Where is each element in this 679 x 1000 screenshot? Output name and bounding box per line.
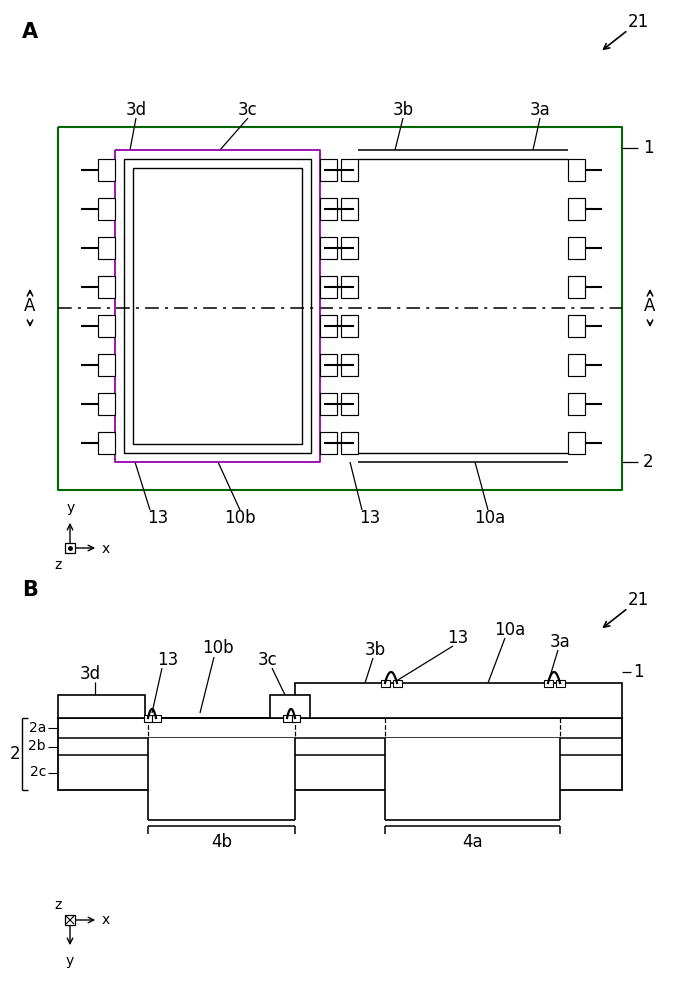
Bar — [320, 198, 337, 220]
Text: 10b: 10b — [224, 509, 256, 527]
Bar — [341, 393, 358, 415]
Bar — [65, 915, 75, 925]
Bar — [385, 738, 560, 820]
Bar — [568, 276, 585, 298]
Text: 13: 13 — [147, 509, 168, 527]
Text: 10a: 10a — [494, 621, 526, 639]
Text: A: A — [24, 297, 36, 315]
Bar — [341, 276, 358, 298]
Bar — [282, 714, 291, 722]
Text: 2: 2 — [10, 745, 20, 763]
Text: 21: 21 — [628, 591, 649, 609]
Text: x: x — [102, 542, 110, 556]
Text: 10b: 10b — [202, 639, 234, 657]
Bar — [341, 159, 358, 181]
Text: 21: 21 — [628, 13, 649, 31]
Text: 13: 13 — [359, 509, 381, 527]
Text: 2c: 2c — [30, 766, 46, 780]
Text: x: x — [102, 913, 110, 927]
Text: y: y — [67, 501, 75, 515]
Text: 13: 13 — [447, 629, 469, 647]
Text: 2b: 2b — [29, 740, 46, 754]
Bar — [568, 354, 585, 376]
Bar — [143, 714, 153, 722]
Bar — [568, 393, 585, 415]
Bar — [555, 680, 564, 686]
Bar — [295, 683, 622, 718]
Text: 2a: 2a — [29, 721, 46, 735]
Bar — [320, 315, 337, 337]
Text: 3c: 3c — [258, 651, 278, 669]
Text: 4b: 4b — [211, 833, 232, 851]
Text: 3d: 3d — [126, 101, 147, 119]
Bar — [98, 393, 115, 415]
Text: 3b: 3b — [365, 641, 386, 659]
Bar — [341, 315, 358, 337]
Bar — [291, 714, 299, 722]
Text: 3d: 3d — [79, 665, 100, 683]
Text: 4a: 4a — [462, 833, 483, 851]
Bar — [98, 354, 115, 376]
Bar — [341, 432, 358, 454]
Bar — [568, 198, 585, 220]
Bar — [320, 276, 337, 298]
Text: 3b: 3b — [392, 101, 414, 119]
Bar — [98, 315, 115, 337]
Text: 1: 1 — [633, 663, 643, 681]
Text: 13: 13 — [158, 651, 179, 669]
Text: z: z — [54, 898, 62, 912]
Text: A: A — [22, 22, 38, 42]
Text: B: B — [22, 580, 38, 600]
Text: y: y — [66, 954, 74, 968]
Bar — [320, 393, 337, 415]
Text: 2: 2 — [643, 453, 653, 471]
Bar — [320, 159, 337, 181]
Text: 10a: 10a — [475, 509, 506, 527]
Bar — [568, 159, 585, 181]
Bar — [392, 680, 401, 686]
Bar — [98, 432, 115, 454]
Bar — [98, 198, 115, 220]
Bar — [270, 695, 310, 718]
Bar — [58, 718, 622, 790]
Bar — [341, 198, 358, 220]
Bar — [151, 714, 160, 722]
Text: 3a: 3a — [530, 101, 551, 119]
Text: 3c: 3c — [238, 101, 258, 119]
Text: 1: 1 — [643, 139, 653, 157]
Bar — [380, 680, 390, 686]
Bar — [98, 237, 115, 259]
Bar — [568, 315, 585, 337]
Bar — [568, 432, 585, 454]
Text: A: A — [644, 297, 656, 315]
Bar — [65, 543, 75, 553]
Bar — [320, 237, 337, 259]
Bar — [148, 738, 295, 820]
Bar — [58, 695, 145, 718]
Text: 3a: 3a — [549, 633, 570, 651]
Bar — [98, 159, 115, 181]
Text: z: z — [54, 558, 62, 572]
Bar — [98, 276, 115, 298]
Bar — [320, 432, 337, 454]
Bar — [568, 237, 585, 259]
Bar — [320, 354, 337, 376]
Bar — [543, 680, 553, 686]
Bar — [341, 354, 358, 376]
Bar — [341, 237, 358, 259]
